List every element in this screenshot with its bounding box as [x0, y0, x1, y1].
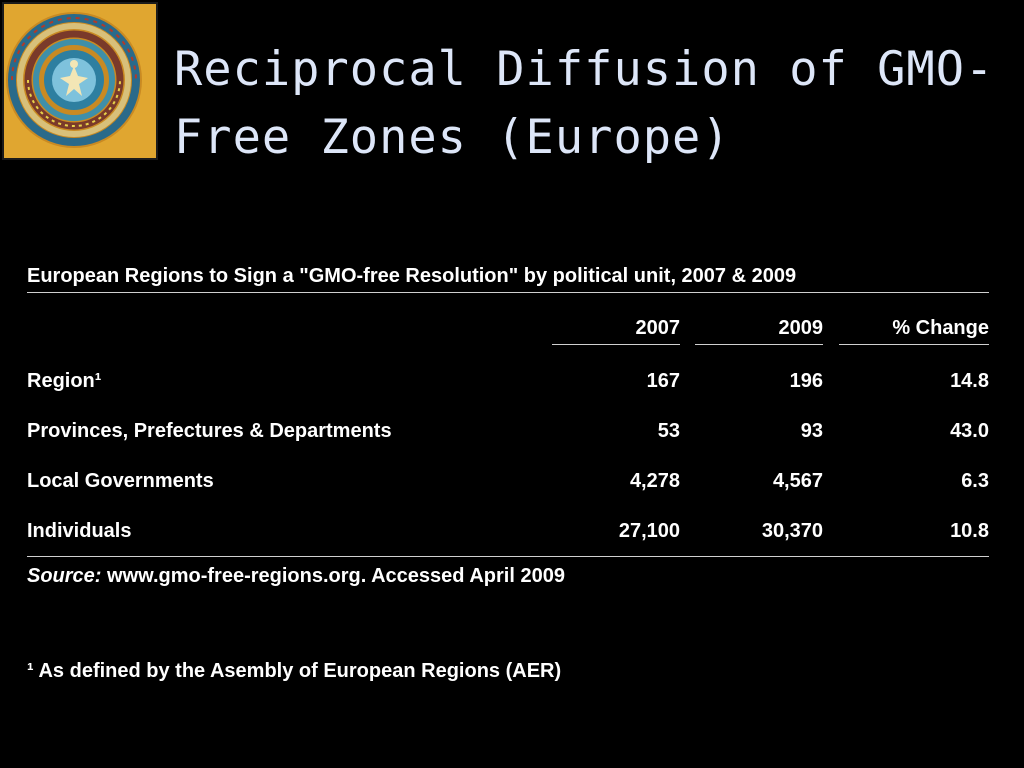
cell-2009: 4,567 [772, 469, 823, 492]
spiral-mandala-icon [2, 2, 158, 160]
table-row: Individuals 27,100 30,370 10.8 [27, 506, 989, 557]
header-2009: 2009 [680, 306, 823, 356]
footnote: ¹ As defined by the Asembly of European … [27, 660, 562, 682]
cell-2009: 93 [800, 419, 823, 442]
data-table: 2007 2009 % Change Region¹ 167 196 14.8 … [27, 306, 989, 557]
source-note: Source: www.gmo-free-regions.org. Access… [27, 565, 565, 588]
table-row: Region¹ 167 196 14.8 [27, 356, 989, 406]
header-2007: 2007 [552, 306, 680, 356]
row-label: Provinces, Prefectures & Departments [27, 419, 392, 442]
cell-2007: 53 [657, 419, 680, 442]
row-label: Individuals [27, 506, 552, 557]
header-empty [27, 306, 552, 356]
cell-2007: 167 [646, 369, 680, 392]
source-text: www.gmo-free-regions.org. Accessed April… [101, 565, 565, 587]
source-label: Source: [27, 565, 102, 587]
cell-2009: 30,370 [680, 506, 823, 557]
row-label: Local Governments [27, 469, 214, 492]
logo-image [4, 4, 156, 158]
table-row: Local Governments 4,278 4,567 6.3 [27, 456, 989, 506]
cell-2007: 4,278 [629, 469, 680, 492]
header-change: % Change [823, 306, 989, 356]
table-header-row: 2007 2009 % Change [27, 306, 989, 356]
cell-change: 6.3 [961, 469, 989, 492]
row-label: Region¹ [27, 369, 102, 392]
cell-change: 43.0 [950, 419, 989, 442]
table-row: Provinces, Prefectures & Departments 53 … [27, 406, 989, 456]
cell-2009: 196 [789, 369, 823, 392]
cell-2007: 27,100 [552, 506, 680, 557]
table-caption: European Regions to Sign a "GMO-free Res… [27, 262, 989, 293]
cell-change: 10.8 [823, 506, 989, 557]
cell-change: 14.8 [950, 369, 989, 392]
slide-title: Reciprocal Diffusion of GMO- Free Zones … [174, 42, 995, 165]
